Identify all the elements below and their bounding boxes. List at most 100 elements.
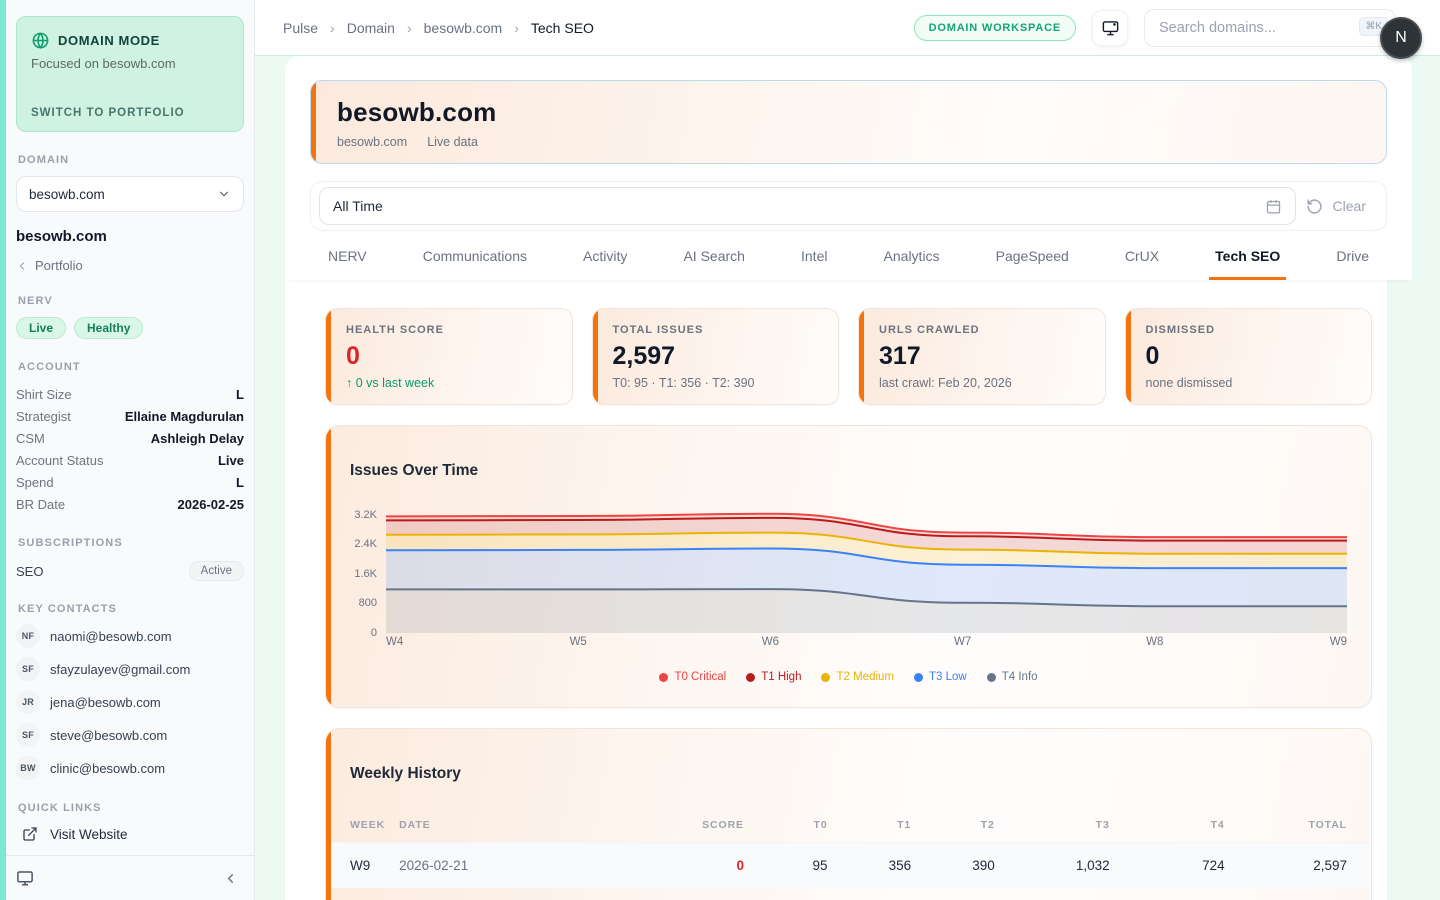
contact-avatar: BW	[16, 756, 40, 780]
stat-label: URLS CRAWLED	[879, 324, 980, 336]
tab-crux[interactable]: CrUX	[1124, 248, 1160, 264]
nerv-badge-healthy: Healthy	[74, 317, 144, 339]
legend-dot	[746, 672, 756, 682]
area-band-t2-medium	[386, 532, 1347, 569]
topbar: Pulse › Domain › besowb.com › Tech SEO DOMAIN …	[255, 0, 1440, 59]
contact-item[interactable]: SF steve@besowb.com	[16, 723, 244, 747]
account-row-shirt-size: Shirt Size L	[16, 383, 244, 405]
breadcrumb: Pulse › Domain › besowb.com › Tech SEO	[283, 20, 914, 36]
account-row-value: L	[236, 474, 244, 490]
account-row-spend: Spend L	[16, 471, 244, 493]
contact-item[interactable]: JR jena@besowb.com	[16, 690, 244, 714]
column-header-t4: T4	[1109, 807, 1225, 843]
y-tick-0: 0	[370, 627, 377, 639]
account-row-label: Account Status	[16, 452, 104, 468]
breadcrumb-item-besowb-com[interactable]: besowb.com	[423, 19, 503, 36]
x-tick-w8: W8	[1146, 636, 1164, 648]
sidebar: DOMAIN MODE Focused on besowb.com SWITCH…	[0, 0, 255, 900]
x-tick-w6: W6	[761, 636, 780, 648]
switch-to-portfolio-button[interactable]: SWITCH TO PORTFOLIO	[31, 107, 185, 119]
series-line-t0-critical	[386, 514, 1347, 537]
reset-filter-button[interactable]	[1306, 198, 1323, 215]
chart-svg	[386, 506, 1347, 633]
tab-pagespeed[interactable]: PageSpeed	[995, 248, 1069, 264]
domain-select-value: besowb.com	[29, 186, 105, 202]
portfolio-back-link[interactable]: Portfolio	[16, 258, 244, 273]
orange-accent-bar	[326, 309, 331, 404]
domain-mode-title: DOMAIN MODE	[58, 33, 160, 48]
workspace-sticky-header: besowb.com besowb.com Live data All Time…	[285, 56, 1412, 280]
contact-item[interactable]: SF sfayzulayev@gmail.com	[16, 657, 244, 681]
clear-filter-button[interactable]: Clear	[1333, 198, 1378, 214]
x-tick-w5: W5	[569, 636, 587, 648]
area-band-t1-high	[386, 517, 1347, 554]
stat-subtext: T0: 95 · T1: 356 · T2: 390	[612, 376, 755, 390]
stat-card-total-issues: TOTAL ISSUES 2,597 T0: 95 · T1: 356 · T2: …	[591, 308, 839, 405]
legend-label: T4 Info	[1001, 671, 1038, 683]
cell-score: 0	[576, 842, 744, 888]
stat-label: DISMISSED	[1145, 324, 1216, 336]
domain-section-label: DOMAIN	[18, 154, 70, 166]
collapse-sidebar-button[interactable]	[223, 871, 238, 886]
sidebar-domain-title: besowb.com	[16, 228, 107, 245]
account-rows: Shirt Size L Strategist Ellaine Magdurulan C…	[16, 383, 244, 515]
breadcrumb-item-domain[interactable]: Domain	[346, 19, 395, 36]
account-section-label: ACCOUNT	[18, 361, 81, 373]
breadcrumb-separator: ›	[406, 19, 412, 36]
column-header-t2: T2	[911, 807, 995, 843]
tab-intel[interactable]: Intel	[801, 248, 828, 264]
y-tick-3-2k: 3.2K	[354, 508, 377, 521]
stat-card-urls-crawled: URLS CRAWLED 317 last crawl: Feb 20, 2026	[858, 308, 1106, 405]
tab-drive[interactable]: Drive	[1336, 248, 1369, 264]
chart-title: Issues Over Time	[350, 462, 479, 479]
stat-card-health-score: HEALTH SCORE 0 ↑ 0 vs last week	[325, 308, 573, 405]
date-range-input[interactable]: All Time	[319, 187, 1296, 225]
sidebar-accent-strip	[0, 0, 6, 900]
issues-over-time-card: Issues Over Time 0 800 1.6K 2.4K 3.2K W4 W5 W6…	[325, 425, 1372, 708]
table-row[interactable]: W9 2026-02-21 0 95 356 390 1,032 724 2,597	[326, 842, 1371, 888]
account-row-csm: CSM Ashleigh Delay	[16, 427, 244, 449]
tab-activity[interactable]: Activity	[583, 248, 628, 264]
tab-analytics[interactable]: Analytics	[883, 248, 940, 264]
cell-t2: 390	[911, 842, 995, 888]
key-contacts-section-label: KEY CONTACTS	[18, 603, 117, 615]
breadcrumb-item-pulse[interactable]: Pulse	[283, 19, 319, 36]
y-tick-2-4k: 2.4K	[354, 538, 377, 551]
tech-seo-content: HEALTH SCORE 0 ↑ 0 vs last week TOTAL ISSUE…	[285, 280, 1387, 900]
contact-item[interactable]: NF naomi@besowb.com	[16, 624, 244, 648]
y-tick-1-6k: 1.6K	[354, 567, 377, 580]
contact-avatar: SF	[16, 723, 40, 747]
stat-subtext: last crawl: Feb 20, 2026	[879, 376, 1012, 390]
tab-tech-seo[interactable]: Tech SEO	[1209, 246, 1287, 280]
screen-share-button[interactable]	[1092, 9, 1128, 46]
domain-mode-card: DOMAIN MODE Focused on besowb.com SWITCH…	[16, 16, 244, 132]
contact-avatar: SF	[16, 657, 40, 681]
orange-accent-bar	[592, 309, 598, 404]
tab-ai-search[interactable]: AI Search	[683, 248, 745, 264]
quick-link-visit-website[interactable]: Visit Website	[16, 826, 244, 842]
contact-item[interactable]: BW clinic@besowb.com	[16, 756, 244, 780]
weekly-history-table: WEEK DATE SCORE T0 T1 T2 T3 T4 TOTAL W9 2026-02-2…	[326, 807, 1371, 888]
external-link-icon	[22, 826, 38, 842]
tab-nerv[interactable]: NERV	[328, 248, 367, 264]
area-band-t4-info	[386, 589, 1347, 633]
domain-select[interactable]: besowb.com	[16, 176, 244, 212]
legend-item-t1-high: T1 High	[746, 671, 801, 683]
orange-accent-bar	[326, 426, 331, 707]
tab-communications[interactable]: Communications	[422, 248, 527, 264]
monitor-icon[interactable]	[16, 869, 34, 887]
search-input[interactable]	[1144, 8, 1396, 47]
stat-card-dismissed: DISMISSED 0 none dismissed	[1124, 308, 1372, 405]
account-row-strategist: Strategist Ellaine Magdurulan	[16, 405, 244, 427]
calendar-icon	[1265, 198, 1282, 215]
x-tick-w9: W9	[1329, 636, 1347, 648]
legend-dot	[659, 672, 669, 682]
cell-t3: 1,032	[994, 842, 1110, 888]
user-avatar[interactable]: N	[1380, 16, 1422, 59]
chart-plot-area: W4 W5 W6 W7 W8 W9	[386, 506, 1347, 654]
account-row-label: BR Date	[16, 496, 66, 512]
account-row-br-date: BR Date 2026-02-25	[16, 493, 244, 515]
cell-t4: 724	[1109, 842, 1225, 888]
sidebar-content: DOMAIN MODE Focused on besowb.com SWITCH…	[0, 0, 254, 855]
